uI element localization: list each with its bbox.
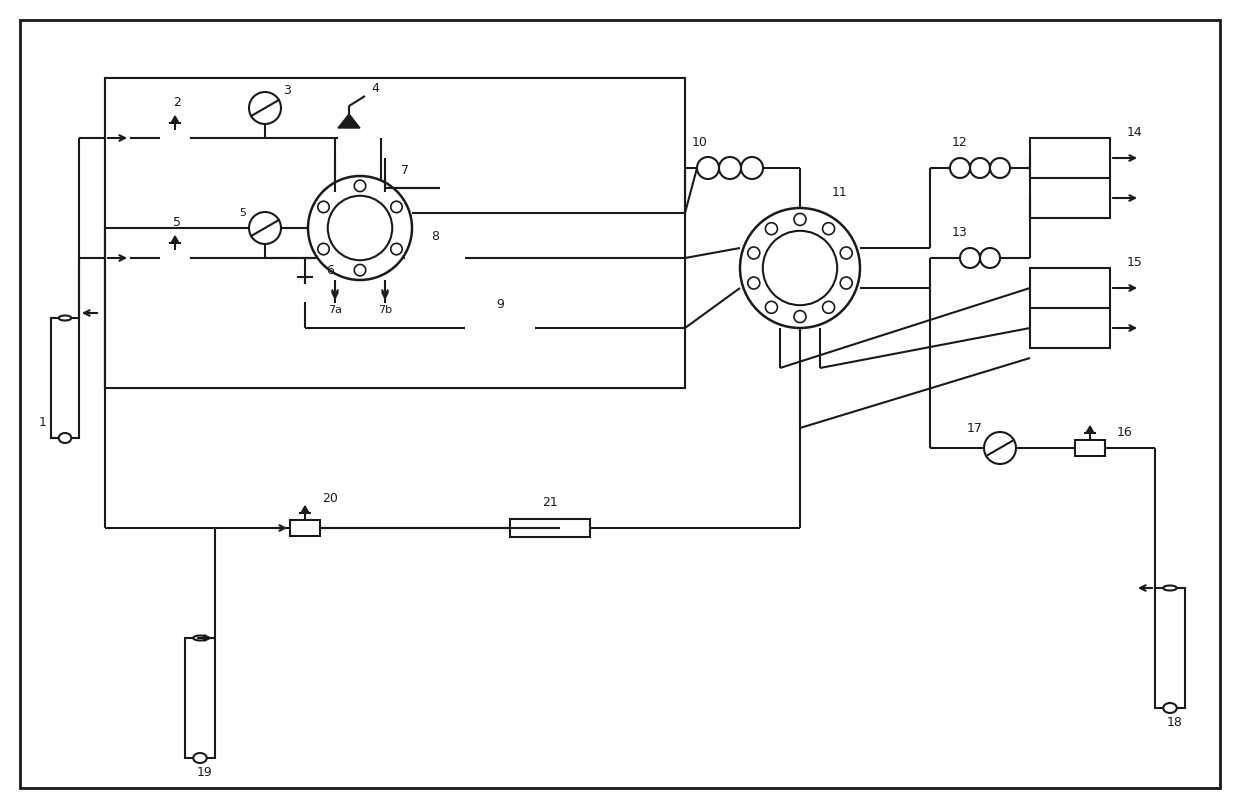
Circle shape: [748, 277, 760, 289]
Bar: [51, 318, 79, 438]
Text: 17: 17: [967, 422, 983, 435]
Circle shape: [841, 277, 852, 289]
Circle shape: [794, 310, 806, 322]
Bar: [1075, 440, 1105, 456]
Polygon shape: [1086, 426, 1094, 433]
Circle shape: [990, 158, 1011, 178]
Text: 6: 6: [326, 264, 334, 277]
Bar: [339, 128, 360, 148]
Circle shape: [950, 158, 970, 178]
Circle shape: [355, 180, 366, 191]
Text: 4: 4: [371, 82, 379, 95]
Bar: [105, 78, 684, 388]
Polygon shape: [301, 506, 309, 513]
Circle shape: [317, 201, 330, 213]
Text: 10: 10: [692, 137, 708, 149]
Text: 7b: 7b: [378, 305, 392, 315]
Circle shape: [765, 301, 777, 314]
Text: 18: 18: [1167, 717, 1183, 730]
Text: 5: 5: [239, 208, 247, 218]
Circle shape: [985, 432, 1016, 464]
Text: 2: 2: [174, 96, 181, 110]
Text: 9: 9: [496, 297, 503, 310]
Text: 7a: 7a: [329, 305, 342, 315]
Circle shape: [391, 201, 402, 213]
Text: 15: 15: [1127, 256, 1143, 270]
Bar: [185, 638, 215, 758]
Ellipse shape: [193, 753, 207, 763]
Circle shape: [960, 248, 980, 268]
Bar: [160, 250, 190, 266]
Text: 14: 14: [1127, 127, 1143, 140]
Circle shape: [355, 264, 366, 276]
Circle shape: [742, 157, 763, 179]
Polygon shape: [339, 114, 360, 128]
Circle shape: [697, 157, 719, 179]
Ellipse shape: [1163, 703, 1177, 713]
Text: 13: 13: [952, 226, 968, 239]
Circle shape: [765, 223, 777, 234]
Bar: [290, 284, 320, 302]
Ellipse shape: [58, 433, 72, 443]
Text: 8: 8: [432, 229, 439, 242]
Circle shape: [740, 208, 861, 328]
Text: 3: 3: [283, 83, 291, 96]
Circle shape: [763, 231, 837, 305]
Circle shape: [317, 243, 330, 255]
Circle shape: [327, 196, 392, 260]
Polygon shape: [171, 236, 179, 243]
Polygon shape: [171, 116, 179, 123]
Text: 19: 19: [197, 767, 213, 780]
Circle shape: [748, 247, 760, 259]
Text: 5: 5: [174, 217, 181, 229]
Circle shape: [841, 247, 852, 259]
Text: 20: 20: [322, 491, 339, 504]
Text: 11: 11: [832, 187, 848, 200]
Text: 1: 1: [40, 416, 47, 430]
Ellipse shape: [58, 315, 72, 321]
Bar: [465, 320, 534, 336]
Ellipse shape: [193, 636, 207, 641]
Circle shape: [391, 243, 402, 255]
Text: 21: 21: [542, 496, 558, 510]
Bar: [160, 130, 190, 146]
Circle shape: [822, 223, 835, 234]
Bar: [405, 250, 465, 266]
Circle shape: [308, 176, 412, 280]
Ellipse shape: [1163, 586, 1177, 591]
Text: 12: 12: [952, 137, 968, 149]
Bar: [105, 78, 684, 388]
Circle shape: [980, 248, 999, 268]
Bar: [1154, 588, 1185, 708]
Circle shape: [249, 212, 281, 244]
Circle shape: [822, 301, 835, 314]
Bar: [510, 519, 590, 537]
Circle shape: [970, 158, 990, 178]
Circle shape: [719, 157, 742, 179]
Text: 16: 16: [1117, 427, 1133, 440]
Bar: [1030, 268, 1110, 348]
Text: 7: 7: [401, 163, 409, 176]
Bar: [290, 520, 320, 536]
Bar: [361, 128, 381, 148]
Circle shape: [249, 92, 281, 124]
Bar: [1030, 138, 1110, 218]
Circle shape: [794, 213, 806, 225]
